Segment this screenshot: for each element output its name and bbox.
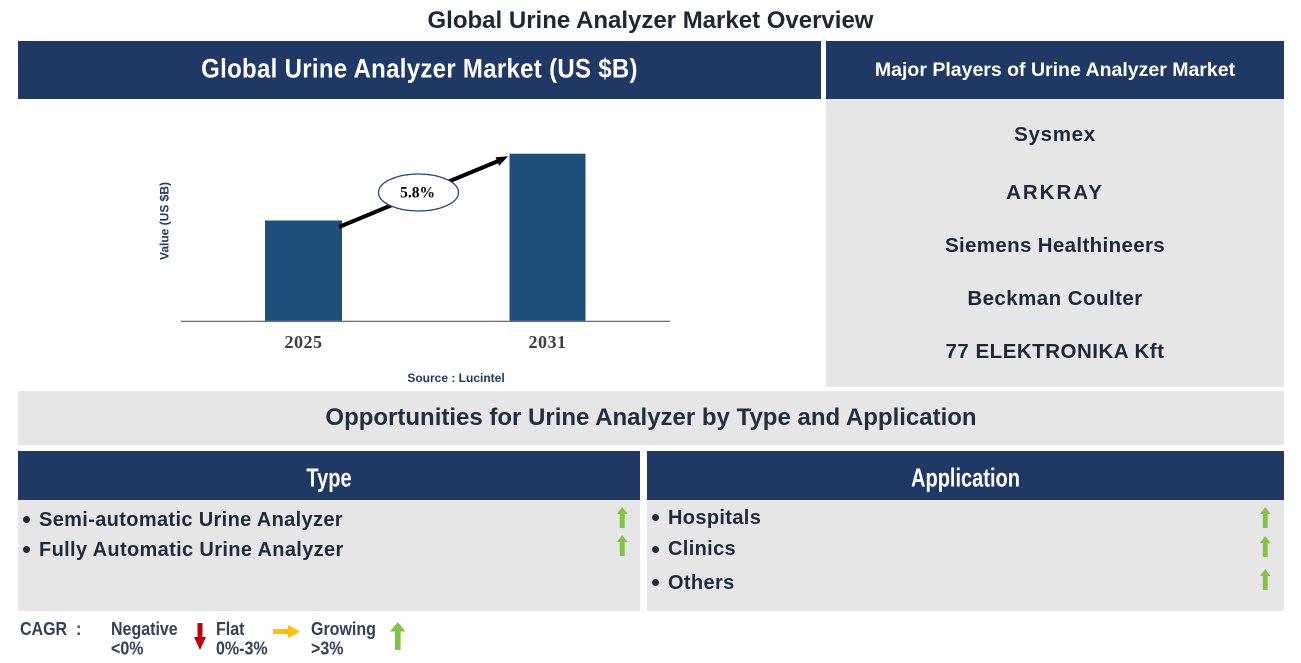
- svg-text:2025: 2025: [285, 332, 323, 352]
- svg-text:5.8%: 5.8%: [400, 185, 435, 202]
- svg-text:Source : Lucintel: Source : Lucintel: [407, 371, 504, 385]
- svg-text:Value (US $B): Value (US $B): [158, 182, 172, 260]
- svg-text:2031: 2031: [529, 332, 567, 352]
